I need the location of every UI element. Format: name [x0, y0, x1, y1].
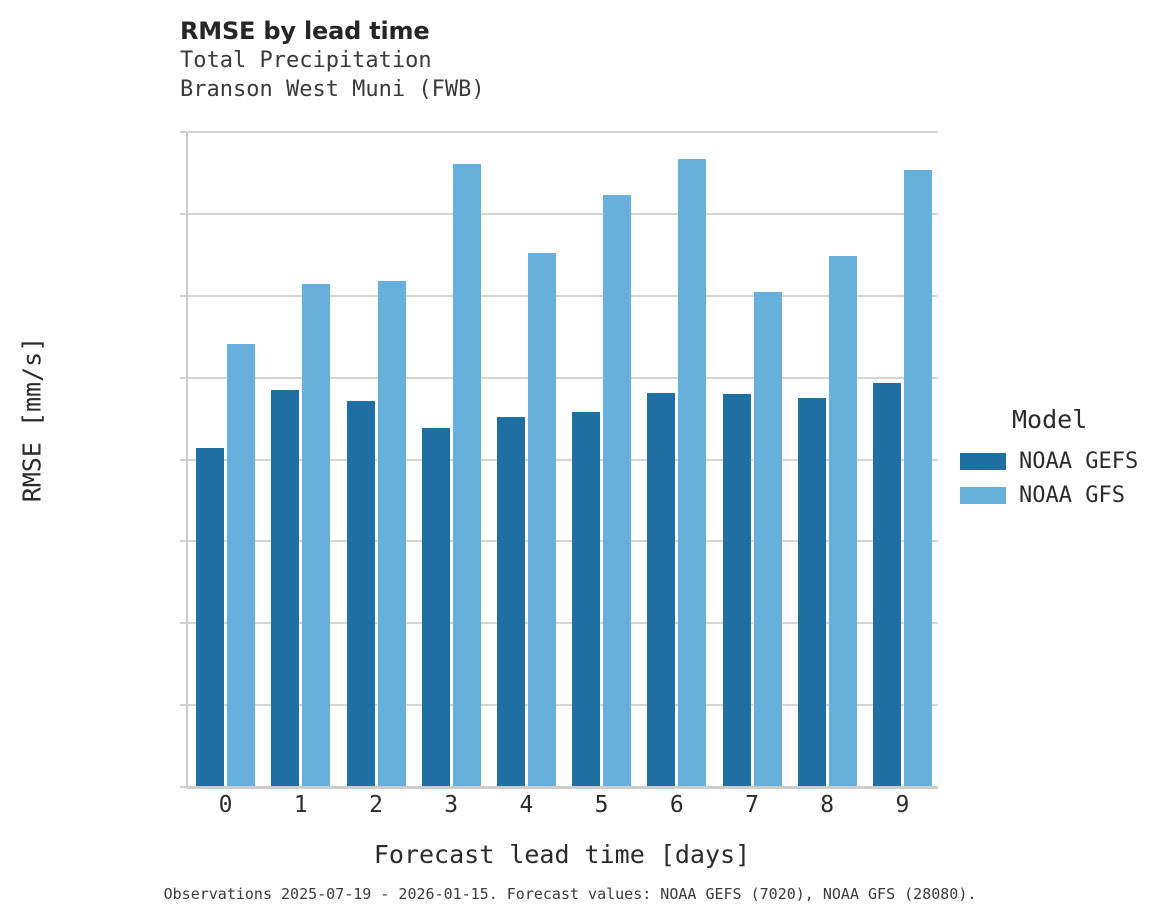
plot-area: 0.000000.000020.000040.000060.000080.000…: [180, 131, 938, 818]
gridline: [188, 131, 938, 133]
bar-noaa-gefs-day-3[interactable]: [421, 427, 450, 787]
x-tick-label-5: 5: [594, 792, 609, 818]
bar-noaa-gfs-day-3[interactable]: [452, 163, 481, 787]
bar-noaa-gfs-day-0[interactable]: [227, 343, 256, 787]
x-tick-label-8: 8: [820, 792, 835, 818]
gridline: [188, 622, 938, 625]
y-tick-mark: [180, 212, 187, 215]
legend-label-gefs: NOAA GEFS: [1019, 448, 1139, 474]
legend: Model NOAA GEFS NOAA GFS: [960, 405, 1175, 514]
bar-noaa-gefs-day-5[interactable]: [572, 412, 601, 787]
gridline: [188, 294, 938, 297]
gridline: [188, 540, 938, 543]
bar-noaa-gfs-day-6[interactable]: [678, 159, 707, 787]
y-tick-mark: [180, 786, 187, 788]
y-tick-mark: [180, 131, 187, 133]
legend-swatch-gfs: [960, 486, 1006, 504]
y-axis-title: RMSE [mm/s]: [17, 336, 47, 503]
bar-noaa-gefs-day-2[interactable]: [346, 401, 375, 787]
bar-noaa-gefs-day-0[interactable]: [196, 447, 225, 787]
y-tick-mark: [180, 704, 187, 707]
x-tick-label-7: 7: [745, 792, 759, 818]
legend-item-gefs[interactable]: NOAA GEFS: [960, 446, 1175, 476]
gridline: [188, 704, 938, 707]
x-tick-label-3: 3: [444, 792, 459, 818]
bar-noaa-gefs-day-9[interactable]: [872, 382, 901, 787]
bar-noaa-gfs-day-7[interactable]: [753, 292, 782, 787]
y-tick-mark: [180, 622, 187, 625]
x-tick-label-9: 9: [895, 792, 910, 818]
legend-title: Model: [1012, 405, 1088, 434]
y-tick-mark: [180, 540, 187, 543]
y-tick-mark: [180, 458, 187, 461]
title-block: RMSE by lead time Total Precipitation Br…: [180, 16, 940, 104]
x-axis-title: Forecast lead time [days]: [373, 840, 751, 869]
bar-noaa-gfs-day-2[interactable]: [377, 280, 406, 787]
legend-swatch-gefs: [960, 452, 1006, 470]
bar-noaa-gfs-day-9[interactable]: [903, 170, 932, 787]
x-tick-label-0: 0: [218, 792, 233, 818]
bar-noaa-gfs-day-1[interactable]: [302, 284, 331, 787]
y-tick-mark: [180, 376, 187, 379]
bar-noaa-gfs-day-5[interactable]: [603, 194, 632, 787]
gridline: [188, 212, 938, 215]
bar-noaa-gfs-day-4[interactable]: [527, 252, 556, 787]
bar-noaa-gefs-day-6[interactable]: [647, 393, 676, 787]
footer-note: Observations 2025-07-19 - 2026-01-15. Fo…: [163, 885, 977, 903]
gridline: [188, 458, 938, 461]
gridline: [188, 376, 938, 379]
x-tick-label-6: 6: [669, 792, 684, 818]
bar-noaa-gefs-day-8[interactable]: [797, 398, 826, 787]
page-title: RMSE by lead time: [180, 17, 430, 45]
legend-item-gfs[interactable]: NOAA GFS: [960, 480, 1175, 510]
bar-noaa-gefs-day-4[interactable]: [496, 417, 525, 787]
x-tick-label-1: 1: [293, 792, 308, 818]
y-tick-mark: [180, 294, 187, 297]
legend-label-gfs: NOAA GFS: [1019, 482, 1125, 508]
bar-noaa-gfs-day-8[interactable]: [828, 256, 857, 787]
x-tick-label-2: 2: [369, 792, 383, 818]
chart-subtitle-station: Branson West Muni (FWB): [180, 77, 485, 102]
chart-subtitle-variable: Total Precipitation: [180, 48, 432, 73]
bar-noaa-gefs-day-1[interactable]: [271, 390, 300, 787]
x-tick-label-4: 4: [519, 792, 534, 818]
bar-noaa-gefs-day-7[interactable]: [722, 394, 751, 787]
